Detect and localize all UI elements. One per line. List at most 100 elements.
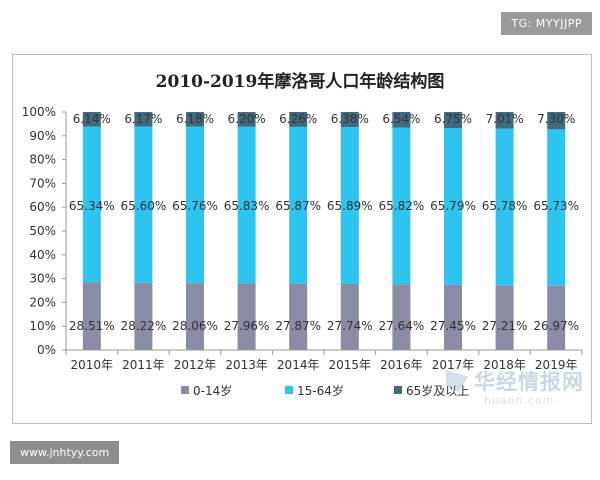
y-tick-label: 30%: [29, 272, 56, 286]
legend-swatch: [394, 386, 402, 394]
bar-segment-series-1: [186, 283, 204, 350]
bar-segment-series-3: [134, 112, 153, 127]
data-label-series-3: 6.75%: [434, 112, 472, 126]
bar-segment-series-1: [237, 283, 256, 350]
data-label-series-2: 65.60%: [121, 199, 167, 213]
bar-segment-series-1: [495, 285, 514, 350]
bar-segment-series-1: [134, 282, 153, 350]
legend: 0-14岁 15-64岁 65岁及以上: [181, 383, 469, 398]
bar-segment-series-3: [495, 112, 514, 129]
bar-segment-series-3: [547, 112, 566, 130]
bar-segment-series-3: [340, 111, 359, 128]
bars-group: 28.51% 65.34% 6.14% 28.22% 65.60% 6.17% 28.06%…: [69, 111, 579, 350]
y-axis: 0% 10% 20% 30% 40% 50% 60% 70% 80% 90% 100%: [22, 105, 67, 357]
data-label-series-3: 6.26%: [279, 112, 317, 126]
legend-label: 65岁及以上: [406, 383, 469, 398]
y-tick-label: 60%: [29, 200, 56, 214]
x-tick-label: 2011年: [122, 358, 165, 372]
site-watermark: 华经情报网 huaon.com: [446, 366, 586, 414]
legend-swatch: [181, 386, 189, 394]
data-label-series-3: 6.54%: [382, 112, 420, 126]
data-label-series-3: 6.17%: [124, 112, 162, 126]
data-label-series-3: 6.14%: [73, 112, 111, 126]
bar-segment-series-3: [289, 112, 308, 127]
data-label-series-3: 6.38%: [331, 112, 369, 126]
data-label-series-1: 27.21%: [482, 319, 528, 333]
bar-segment-series-2: [495, 128, 514, 286]
x-tick-label: 2018年: [483, 358, 526, 372]
chart-title: 2010-2019年摩洛哥人口年龄结构图: [156, 71, 445, 92]
bar-segment-series-2: [340, 127, 359, 284]
bar-segment-series-3: [186, 112, 204, 127]
site-watermark-sub: huaon.com: [484, 394, 555, 407]
data-label-series-1: 27.45%: [430, 319, 476, 333]
x-tick-label: 2015年: [329, 358, 372, 372]
bar-segment-series-1: [82, 282, 101, 350]
legend-label: 15-64岁: [297, 383, 344, 398]
bar-segment-series-1: [547, 285, 566, 350]
data-label-series-1: 27.74%: [327, 319, 373, 333]
x-tick-label: 2013年: [225, 358, 268, 372]
bar-segment-series-3: [237, 112, 256, 127]
data-label-series-1: 27.96%: [224, 319, 270, 333]
y-tick-label: 80%: [29, 153, 56, 167]
data-label-series-1: 26.97%: [533, 319, 579, 333]
x-tick-label: 2017年: [432, 358, 475, 372]
data-label-series-2: 65.78%: [482, 199, 528, 213]
bar-segment-series-1: [340, 283, 359, 350]
chart-frame: [12, 54, 592, 424]
bar-segment-series-2: [444, 128, 462, 285]
site-logo-icon: [446, 370, 468, 392]
site-watermark-main: 华经情报网: [474, 370, 584, 394]
x-tick-label: 2012年: [174, 358, 217, 372]
bar-segment-series-1: [289, 283, 308, 350]
bar-segment-series-2: [82, 126, 101, 283]
data-label-series-2: 65.87%: [275, 199, 321, 213]
x-tick-label: 2019年: [535, 358, 578, 372]
x-tick-label: 2010年: [71, 358, 114, 372]
y-tick-label: 70%: [29, 176, 56, 190]
x-tick-label: 2014年: [277, 358, 320, 372]
data-label-series-3: 6.18%: [176, 112, 214, 126]
bar-segment-series-2: [237, 126, 256, 284]
bar-segment-series-2: [289, 126, 308, 284]
data-label-series-1: 27.87%: [275, 319, 321, 333]
bar-segment-series-2: [186, 126, 204, 284]
y-tick-label: 20%: [29, 295, 56, 309]
y-tick-label: 10%: [29, 319, 56, 333]
bar-segment-series-3: [392, 112, 411, 128]
x-axis: 2010年 2011年 2012年 2013年 2014年 2015年 2016年 2017年…: [65, 349, 583, 372]
bar-segment-series-2: [392, 127, 411, 285]
data-label-series-3: 6.20%: [228, 112, 266, 126]
y-tick-label: 90%: [29, 129, 56, 143]
y-tick-label: 50%: [29, 224, 56, 238]
data-label-series-1: 28.06%: [172, 319, 218, 333]
watermark-top-badge: TG: MYYJJPP: [501, 12, 592, 35]
data-label-series-2: 65.89%: [327, 199, 373, 213]
data-label-series-1: 28.22%: [121, 319, 167, 333]
data-label-series-1: 27.64%: [379, 319, 425, 333]
x-tick-label: 2016年: [380, 358, 423, 372]
data-label-series-2: 65.83%: [224, 199, 270, 213]
legend-label: 0-14岁: [193, 383, 232, 398]
bar-segment-series-1: [392, 284, 411, 350]
bar-segment-series-2: [547, 129, 566, 286]
data-label-series-2: 65.76%: [172, 199, 218, 213]
data-label-series-2: 65.82%: [379, 199, 425, 213]
data-label-series-3: 7.30%: [537, 112, 575, 126]
data-label-series-1: 28.51%: [69, 319, 115, 333]
y-tick-label: 100%: [22, 105, 56, 119]
data-label-series-2: 65.79%: [430, 199, 476, 213]
bar-segment-series-2: [134, 126, 153, 283]
data-label-series-2: 65.34%: [69, 199, 115, 213]
y-tick-label: 40%: [29, 248, 56, 262]
bar-segment-series-1: [444, 284, 462, 350]
watermark-bottom-badge: www.jnhtyy.com: [10, 441, 120, 464]
data-label-series-2: 65.73%: [533, 199, 579, 213]
data-label-series-3: 7.01%: [486, 112, 524, 126]
legend-swatch: [285, 386, 293, 394]
y-tick-label: 0%: [37, 343, 56, 357]
bar-segment-series-3: [82, 112, 101, 127]
bar-segment-series-3: [444, 112, 462, 129]
